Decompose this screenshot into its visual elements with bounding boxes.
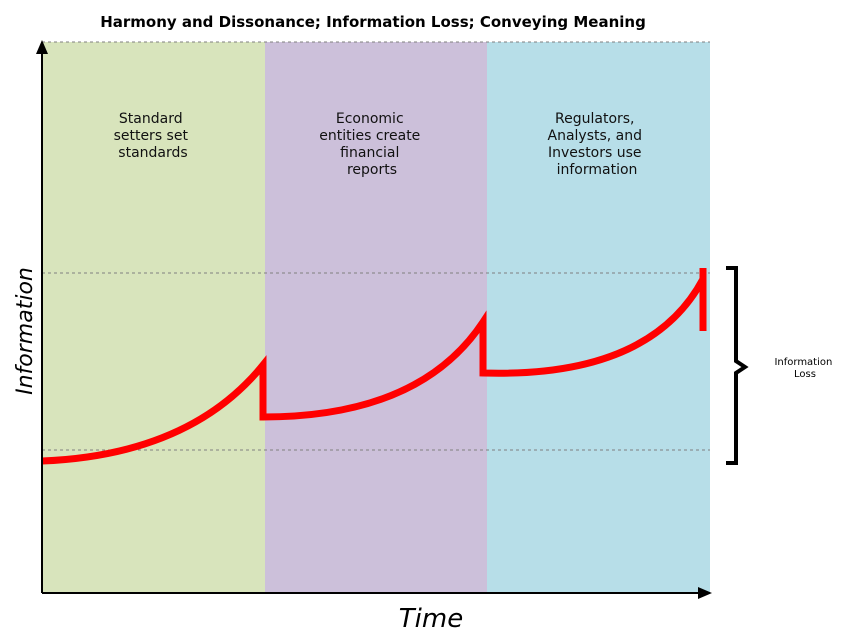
- diagram-title: Harmony and Dissonance; Information Loss…: [100, 13, 646, 31]
- information-curve: [41, 277, 707, 465]
- information-loss-brace: [726, 266, 749, 465]
- phase-label-line: Regulators,: [555, 111, 635, 127]
- phase-label-line: Analysts, and: [548, 128, 643, 144]
- phase-label-line: Investors use: [548, 145, 642, 161]
- phase-label-line: Standard: [119, 111, 183, 127]
- y-axis-label: Information: [13, 267, 38, 395]
- information-loss-label: Information Loss: [774, 357, 835, 380]
- information-loss-label-line: Loss: [794, 369, 816, 380]
- information-loss-label-line: Information: [774, 357, 832, 368]
- phase-panel-standard-setters: [42, 42, 265, 593]
- x-axis-label: Time: [399, 604, 463, 634]
- phase-label-users: Regulators, Analysts, and Investors use …: [548, 111, 647, 178]
- phase-label-line: entities create: [319, 128, 420, 144]
- phase-label-line: Economic: [336, 111, 404, 127]
- phase-label-line: financial: [340, 145, 399, 161]
- phase-panel-economic-entities: [265, 42, 487, 593]
- phase-label-line: setters set: [114, 128, 189, 144]
- phase-label-line: reports: [347, 162, 397, 178]
- phase-label-line: standards: [118, 145, 187, 161]
- phase-label-standard-setters: Standard setters set standards: [114, 111, 193, 161]
- phase-label-line: information: [557, 162, 638, 178]
- phase-label-economic-entities: Economic entities create financial repor…: [319, 111, 425, 178]
